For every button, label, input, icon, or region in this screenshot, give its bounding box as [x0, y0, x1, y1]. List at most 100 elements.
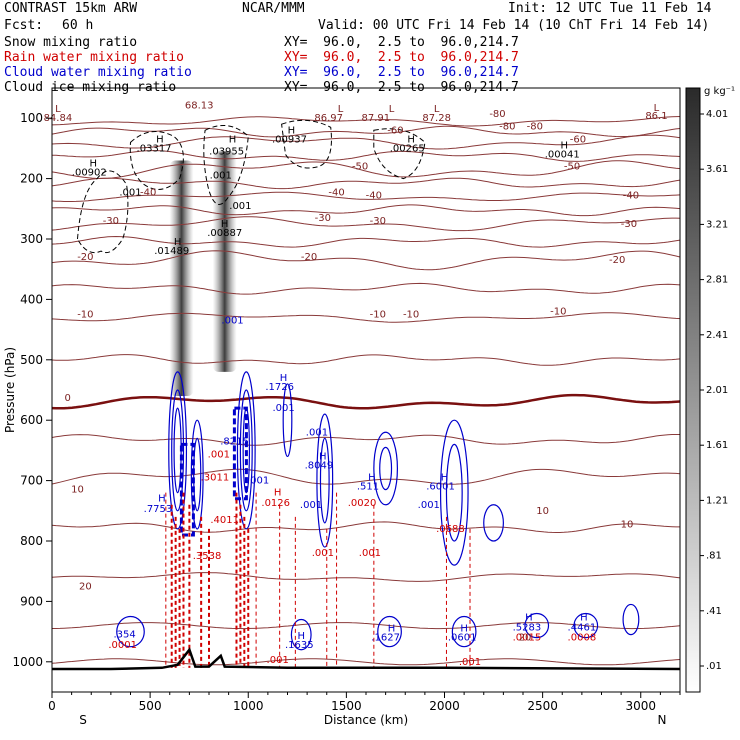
contour-label-28: .001 [210, 171, 232, 182]
contour-label-80: -40 [140, 188, 156, 199]
contour-label-32: .001 [221, 316, 243, 327]
contour-label-47: H [525, 613, 533, 624]
cloud-water-contour-22 [622, 603, 640, 636]
isotherm-low-1 [52, 658, 680, 666]
y-tick-label-4: 500 [20, 353, 43, 367]
contour-label-62: .3538 [193, 551, 222, 562]
x-tick-label-6: 3000 [625, 699, 656, 713]
field-xy-cloud-water: XY= 96.0, 2.5 to 96.0,214.7 [284, 65, 519, 80]
contour-label-70: .0008 [568, 633, 597, 644]
snow-columns [169, 151, 237, 397]
forecast-label: Fcst: [4, 18, 44, 33]
x-tick-label-2: 1000 [233, 699, 264, 713]
contour-label-29: .001 [229, 201, 251, 212]
isotherm--80 [52, 116, 680, 127]
contour-label-3: L [338, 104, 344, 115]
colorbar-tick-label-0: .01 [706, 661, 722, 672]
contour-label-35: H [319, 451, 327, 462]
contour-label-86: -30 [370, 216, 386, 227]
cloud-water-core-0 [179, 442, 195, 537]
contour-label-97: 10 [536, 506, 549, 517]
contour-label-11: H [156, 134, 164, 145]
contour-label-40: .511 [357, 482, 379, 493]
contour-label-1: 84.84 [44, 113, 73, 124]
contour-label-69: .0015 [513, 633, 542, 644]
y-tick-label-0: 100 [20, 111, 43, 125]
terrain-profile [52, 647, 680, 671]
cloud-ice-contour-2 [203, 124, 249, 205]
contour-label-27: .001 [119, 188, 141, 199]
contour-label-14: .03955 [209, 146, 244, 157]
contour-label-54: .0601 [448, 633, 477, 644]
field-name-cloud-water: Cloud water mixing ratio [4, 65, 192, 80]
isotherm-20 [52, 572, 680, 582]
init-time: Init: 12 UTC Tue 11 Feb 14 [508, 1, 712, 16]
cloud-ice-contour-4 [373, 128, 426, 180]
y-tick-label-7: 800 [20, 534, 43, 548]
contour-label-26: .01489 [154, 246, 189, 257]
contour-label-68: .001 [359, 548, 381, 559]
cloud-water-contour-10 [319, 437, 330, 524]
cloud-water-contour-3 [190, 419, 204, 530]
contour-label-58: .0001 [108, 640, 137, 651]
x-tick-label-4: 2000 [429, 699, 460, 713]
valid-time: Valid: 00 UTC Fri 14 Feb 14 (10 ChT Fri … [318, 18, 710, 33]
colorbar-bar [685, 87, 701, 693]
x-tick-label-0: 0 [48, 699, 56, 713]
contour-label-77: -60 [570, 134, 586, 145]
contour-label-85: -30 [315, 213, 331, 224]
cloud-water-core-1 [232, 406, 248, 501]
contour-label-98: 10 [621, 520, 634, 531]
y-axis-label: Pressure (hPa) [3, 347, 17, 433]
contour-label-88: -20 [77, 252, 93, 263]
contour-label-9: L [654, 103, 660, 114]
contour-label-91: -10 [77, 310, 93, 321]
model-title: CONTRAST 15km ARW [4, 1, 138, 16]
contour-label-0: L [55, 104, 61, 115]
contour-label-90: -20 [609, 255, 625, 266]
y-tick-label-9: 1000 [12, 655, 43, 669]
contour-label-36: .8049 [305, 461, 334, 472]
contour-label-84: -30 [103, 216, 119, 227]
y-tick-label-2: 300 [20, 232, 43, 246]
isotherm-intermediate-6 [52, 354, 680, 366]
isotherm--10 [52, 312, 680, 323]
cloud-water-contour-16 [524, 612, 550, 639]
rain-water-contours [165, 492, 471, 668]
contour-label-56: .1635 [285, 640, 314, 651]
terrain-line [52, 647, 680, 671]
colorbar-tick-label-9: 3.61 [706, 164, 728, 175]
contour-label-2: 68.13 [185, 101, 214, 112]
isotherm-0 [52, 393, 680, 410]
contour-label-96: 10 [71, 485, 84, 496]
contour-label-37: .8215 [220, 436, 249, 447]
isotherm--40 [52, 191, 680, 202]
colorbar-tick-label-1: .41 [706, 606, 722, 617]
cloud-water-contour-20 [377, 615, 402, 648]
contour-label-46: .001 [418, 500, 440, 511]
contour-label-81: -40 [328, 188, 344, 199]
contour-label-61: .4011 [210, 515, 239, 526]
cloud-water-contour-9 [316, 413, 334, 548]
contour-label-72: .001 [459, 657, 481, 668]
contour-label-22: .00902 [72, 168, 107, 179]
cloud-ice-contour-0 [76, 170, 129, 254]
contour-label-8: 87.28 [422, 113, 451, 124]
contour-label-45: .7753 [144, 504, 173, 515]
contour-label-34: .001 [306, 427, 328, 438]
cloud-water-contour-21 [451, 615, 477, 648]
contour-label-15: H [288, 125, 296, 136]
cloud-water-contour-4 [193, 437, 202, 512]
cloud-water-contour-5 [236, 371, 256, 530]
field-xy-rain: XY= 96.0, 2.5 to 96.0,214.7 [284, 50, 519, 65]
y-tick-label-3: 400 [20, 292, 43, 306]
isotherm-intermediate-8 [52, 521, 680, 533]
contour-label-60: .3011 [201, 473, 230, 484]
field-name-snow: Snow mixing ratio [4, 35, 138, 50]
contour-label-48: .5283 [513, 622, 542, 633]
contour-label-50: .4461 [568, 622, 597, 633]
cloud-water-contour-0 [168, 371, 188, 530]
contour-label-99: 20 [79, 581, 92, 592]
forecast-hour: 60 h [62, 18, 94, 33]
colorbar-tick-label-6: 2.41 [706, 330, 728, 341]
